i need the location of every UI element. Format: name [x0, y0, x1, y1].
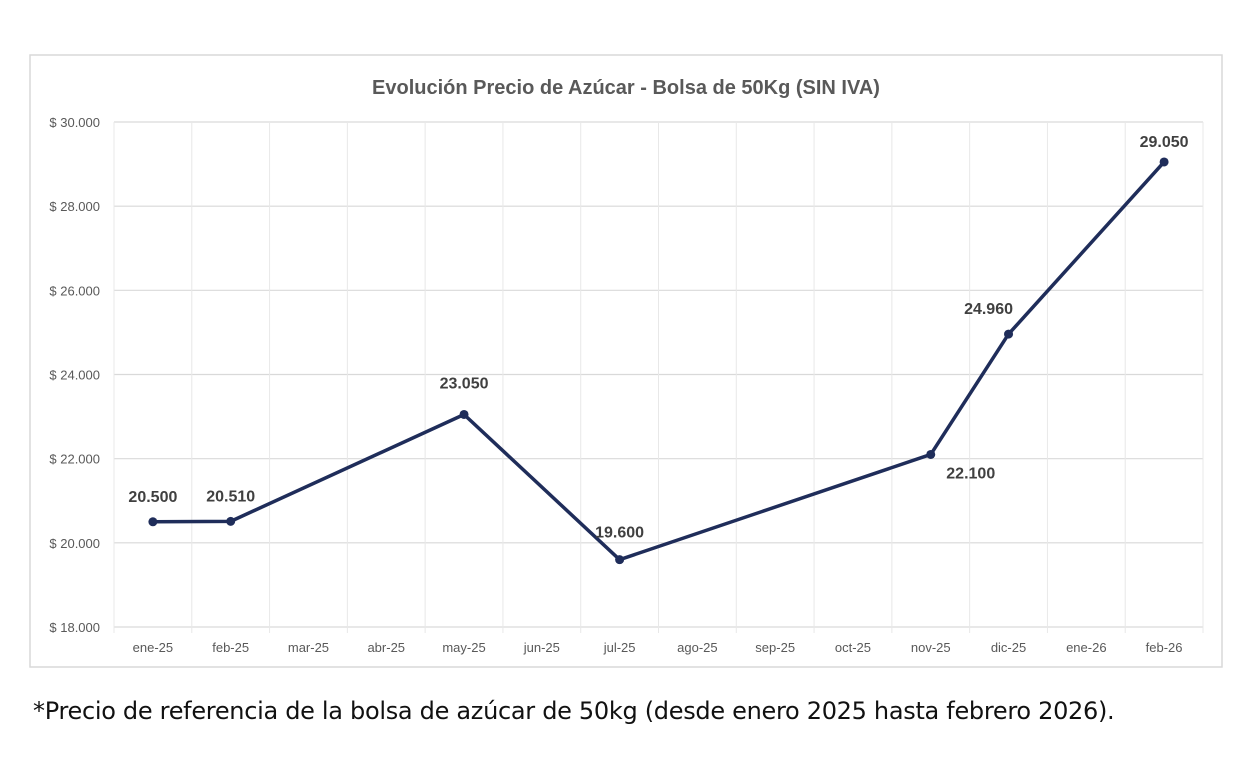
data-label: 29.050 [1140, 134, 1189, 151]
y-tick-label: $ 20.000 [49, 536, 100, 551]
y-tick-label: $ 18.000 [49, 620, 100, 635]
y-tick-label: $ 26.000 [49, 283, 100, 298]
x-tick-label: sep-25 [755, 640, 795, 655]
data-point [226, 516, 236, 526]
data-label: 22.100 [946, 465, 995, 482]
y-tick-label: $ 24.000 [49, 368, 100, 383]
data-label: 20.510 [206, 488, 255, 505]
y-tick-label: $ 30.000 [49, 115, 100, 130]
x-tick-label: abr-25 [367, 640, 405, 655]
y-tick-label: $ 28.000 [49, 199, 100, 214]
data-label: 23.050 [440, 375, 489, 392]
x-tick-label: jul-25 [603, 640, 636, 655]
data-label: 24.960 [964, 301, 1013, 318]
data-label: 19.600 [595, 525, 644, 542]
x-tick-label: ago-25 [677, 640, 717, 655]
data-point [459, 409, 469, 419]
data-point [926, 449, 936, 459]
line-chart: Evolución Precio de Azúcar - Bolsa de 50… [29, 54, 1223, 668]
caption: *Precio de referencia de la bolsa de azú… [33, 697, 1115, 725]
x-tick-label: ene-25 [133, 640, 173, 655]
x-tick-label: oct-25 [835, 640, 871, 655]
data-label: 20.500 [128, 489, 177, 506]
data-point [1159, 157, 1169, 167]
data-point [148, 517, 158, 527]
x-tick-label: feb-25 [212, 640, 249, 655]
x-tick-label: feb-26 [1146, 640, 1183, 655]
y-tick-label: $ 22.000 [49, 452, 100, 467]
chart-title: Evolución Precio de Azúcar - Bolsa de 50… [372, 77, 880, 99]
x-tick-label: ene-26 [1066, 640, 1106, 655]
x-tick-label: jun-25 [523, 640, 560, 655]
x-tick-label: mar-25 [288, 640, 329, 655]
x-tick-label: dic-25 [991, 640, 1026, 655]
data-point [1004, 329, 1014, 339]
x-tick-label: may-25 [442, 640, 485, 655]
chart-frame [29, 54, 1223, 668]
data-point [615, 555, 625, 565]
x-tick-label: nov-25 [911, 640, 951, 655]
